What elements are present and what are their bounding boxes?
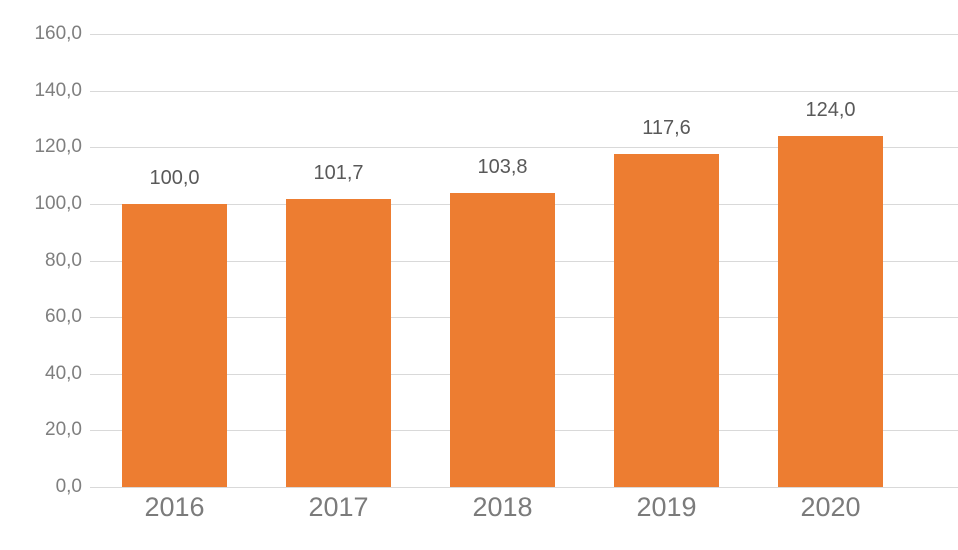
bar-group[interactable]: 117,6 xyxy=(614,34,719,487)
x-axis-category-label: 2020 xyxy=(800,492,861,522)
gridline xyxy=(90,34,958,35)
y-axis-tick-label: 120,0 xyxy=(34,136,82,158)
bar[interactable] xyxy=(614,154,719,487)
bar-value-label: 100,0 xyxy=(149,166,200,189)
gridline xyxy=(90,147,958,149)
y-axis-tick-label: 40,0 xyxy=(45,362,82,384)
bar-group[interactable]: 124,0 xyxy=(778,34,883,487)
bar[interactable] xyxy=(778,135,883,487)
y-axis-tick-label: 80,0 xyxy=(45,249,82,271)
bar-group[interactable]: 100,0 xyxy=(122,34,227,487)
bar-value-label: 117,6 xyxy=(642,117,691,140)
y-axis-tick-label: 100,0 xyxy=(34,192,82,214)
bar[interactable] xyxy=(122,203,227,487)
bar[interactable] xyxy=(286,199,391,487)
bar-value-label: 101,7 xyxy=(313,162,364,185)
chart-title-cropped xyxy=(0,0,958,5)
gridline xyxy=(90,90,958,92)
x-axis: 2016 2017 2018 2019 2020 xyxy=(90,492,958,550)
bar-value-label: 103,8 xyxy=(477,156,528,179)
y-axis-tick-label: 160,0 xyxy=(34,23,82,44)
bars-layer: 100,0 101,7 103,8 117,6 124,0 xyxy=(90,34,958,487)
y-axis-tick-label: 20,0 xyxy=(45,419,82,441)
gridline xyxy=(90,487,958,488)
y-axis-tick-label: 60,0 xyxy=(45,306,82,328)
bar-value-label: 124,0 xyxy=(805,98,856,121)
y-axis: 0,0 20,0 40,0 60,0 80,0 100,0 120,0 140,0 160,0 xyxy=(0,0,82,550)
bar-group[interactable]: 103,8 xyxy=(450,34,555,487)
x-axis-category-label: 2017 xyxy=(308,492,369,522)
x-axis-category-label: 2016 xyxy=(144,492,205,522)
bar-group[interactable]: 101,7 xyxy=(286,34,391,487)
x-axis-category-label: 2018 xyxy=(472,492,533,522)
y-axis-tick-label: 0,0 xyxy=(55,476,82,497)
x-axis-category-label: 2019 xyxy=(636,492,697,522)
y-axis-tick-label: 140,0 xyxy=(34,79,82,101)
bar[interactable] xyxy=(450,193,555,487)
